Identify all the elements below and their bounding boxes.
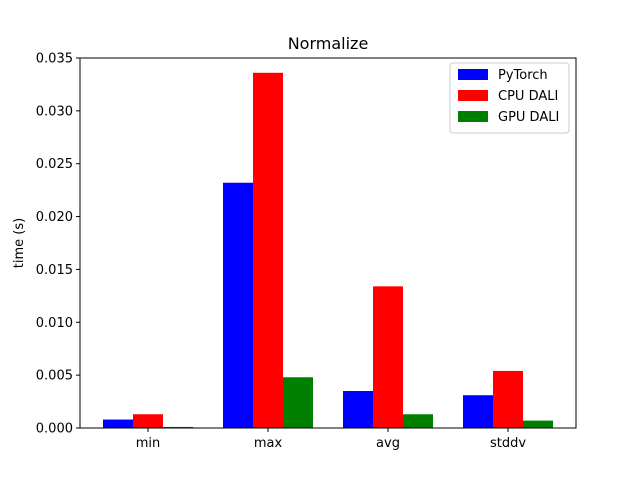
y-tick-label: 0.010 [36, 316, 73, 331]
legend: PyTorch CPU DALI GPU DALI [449, 62, 570, 134]
bar-cpu-dali-stddv [493, 370, 523, 428]
x-tick-label: max [254, 436, 283, 451]
x-tick-label: min [136, 436, 161, 451]
x-tick-label: avg [376, 436, 400, 451]
y-tick-label: 0.020 [36, 210, 73, 225]
y-tick-label: 0.030 [36, 104, 73, 119]
plot-frame [79, 57, 577, 429]
legend-swatch-cpu-dali [458, 90, 488, 101]
bar-gpu-dali-avg [403, 414, 433, 428]
chart-title: Normalize [288, 34, 369, 53]
legend-label: PyTorch [498, 68, 548, 83]
y-tick-label: 0.025 [36, 157, 73, 172]
legend-swatch-gpu-dali [458, 111, 488, 122]
y-tick-label: 0.015 [36, 263, 73, 278]
bar-pytorch-avg [343, 391, 373, 428]
bar-gpu-dali-max [283, 377, 313, 428]
bars-group [103, 72, 553, 429]
legend-swatch-pytorch [458, 69, 488, 80]
bar-gpu-dali-min [163, 426, 193, 428]
bar-cpu-dali-min [133, 414, 163, 428]
x-ticks-group: min max avg stddv [136, 428, 526, 451]
y-ticks-group: 0.000 0.005 0.010 0.015 0.020 0.025 0.030 0.035 [36, 52, 80, 437]
y-tick-label: 0.035 [36, 52, 73, 67]
bar-pytorch-max [223, 182, 253, 428]
bar-gpu-dali-stddv [523, 420, 553, 428]
y-tick-label: 0.005 [36, 369, 73, 384]
y-axis-label: time (s) [12, 218, 27, 268]
bar-cpu-dali-max [253, 72, 283, 429]
y-tick-label: 0.000 [36, 422, 73, 437]
legend-label: CPU DALI [498, 89, 558, 104]
x-tick-label: stddv [490, 436, 526, 451]
legend-label: GPU DALI [498, 110, 559, 125]
bar-cpu-dali-avg [373, 286, 403, 428]
bar-pytorch-min [103, 419, 133, 428]
bar-pytorch-stddv [463, 395, 493, 428]
